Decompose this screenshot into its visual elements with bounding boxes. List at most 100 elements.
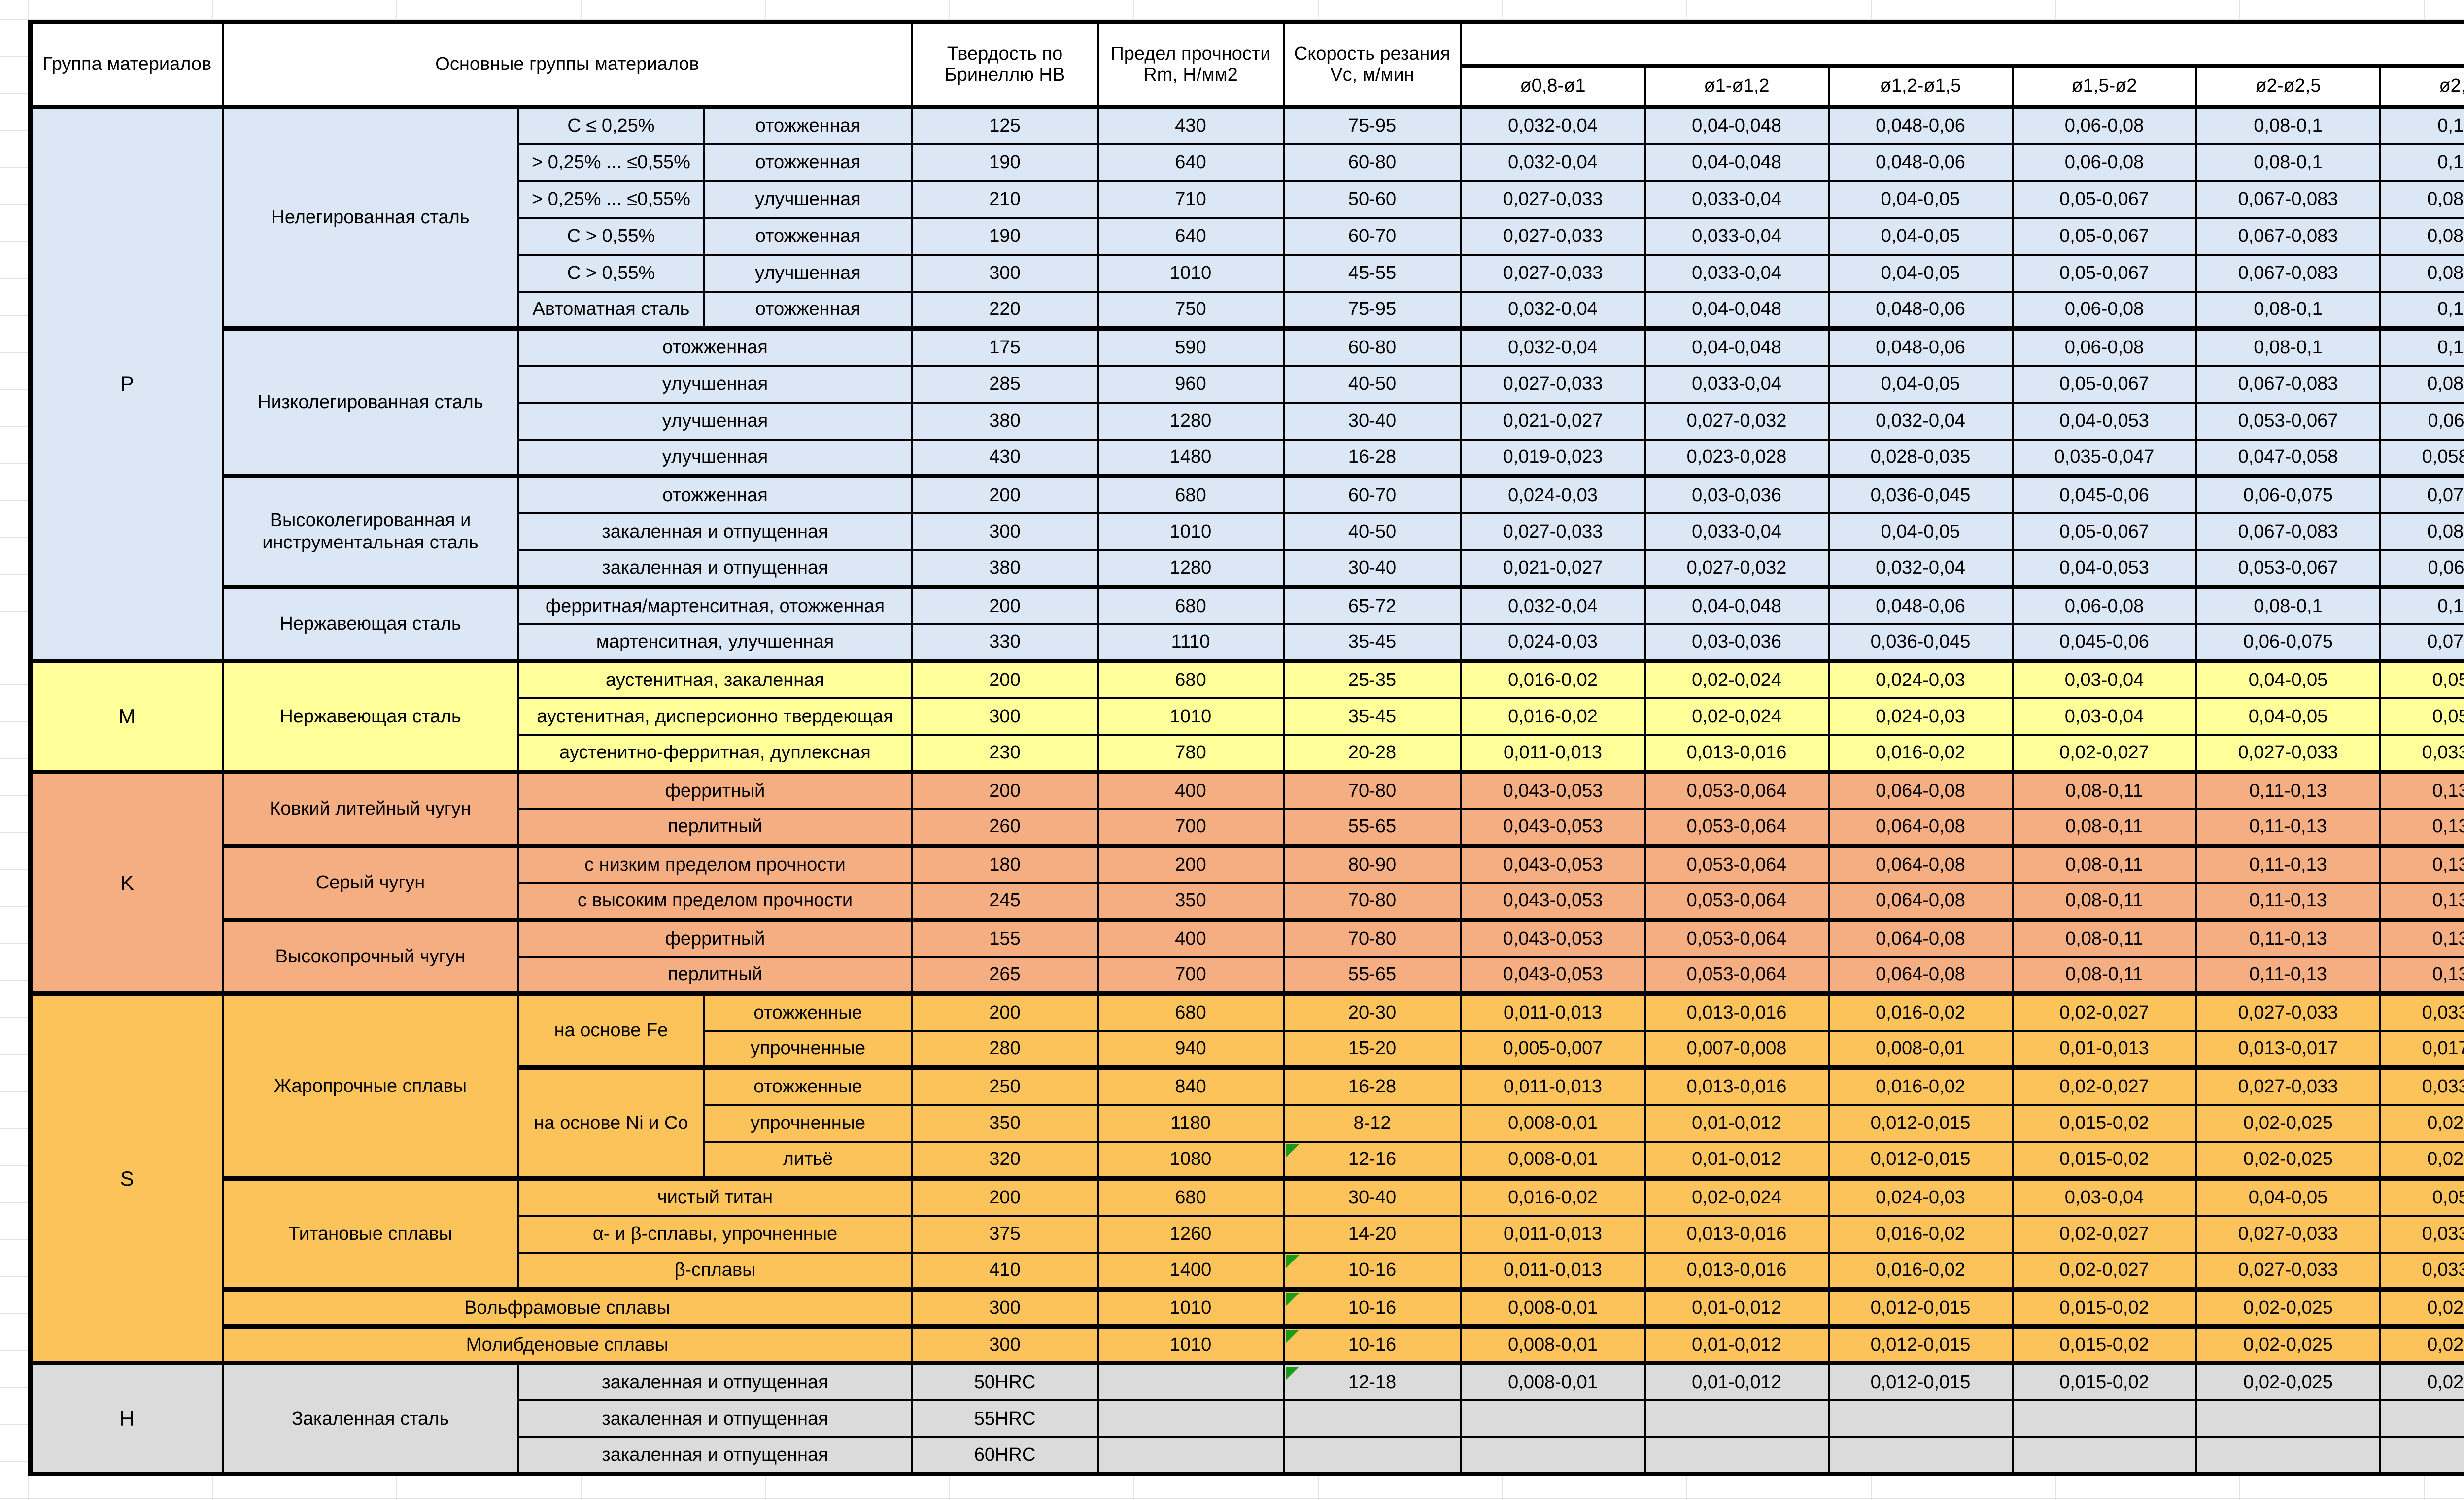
cell-feed-5[interactable]: 0,1-0,16 (2379, 290, 2464, 330)
cell-feed-2[interactable]: 0,016-0,02 (1827, 991, 2014, 1032)
cell-feed-1[interactable]: 0,02-0,024 (1643, 659, 1830, 699)
cell-material-condition[interactable]: отожженная (517, 326, 913, 367)
cell-hardness-hb[interactable]: 200 (911, 770, 1099, 810)
header-feed-title[interactable]: Подача Fn, мм/об (1460, 21, 2464, 68)
cell-strength-rm[interactable]: 940 (1096, 1029, 1285, 1069)
cell-hardness-hb[interactable]: 300 (911, 512, 1099, 551)
cell-feed-2[interactable]: 0,032-0,04 (1827, 549, 2014, 588)
cell-feed-4[interactable]: 0,02-0,025 (2195, 1287, 2381, 1328)
cell-group-letter[interactable]: H (29, 1361, 224, 1475)
cell-cutting-speed-vc[interactable]: 65-72 (1282, 585, 1462, 625)
cell-feed-3[interactable]: 0,02-0,027 (2011, 1251, 2197, 1291)
cell-strength-rm[interactable]: 680 (1096, 585, 1285, 625)
cell-feed-4[interactable]: 0,08-0,1 (2195, 326, 2381, 367)
cell-feed-1[interactable]: 0,033-0,04 (1643, 253, 1830, 293)
cell-feed-3[interactable]: 0,015-0,02 (2011, 1103, 2197, 1143)
cell-feed-2[interactable]: 0,012-0,015 (1827, 1103, 2014, 1143)
cell-material-name[interactable]: Жаропрочные сплавы (221, 991, 519, 1180)
cell-feed-5[interactable]: 0,025-0,04 (2379, 1140, 2464, 1180)
cell-feed-0[interactable]: 0,008-0,01 (1460, 1103, 1646, 1143)
cell-feed-3[interactable]: 0,015-0,02 (2011, 1361, 2197, 1401)
cell-strength-rm[interactable]: 400 (1096, 918, 1285, 958)
cell-strength-rm[interactable]: 700 (1096, 808, 1285, 847)
cell-feed-3[interactable]: 0,015-0,02 (2011, 1140, 2197, 1180)
cell-feed-0[interactable]: 0,011-0,013 (1460, 1214, 1646, 1254)
cell-material-name[interactable]: Вольфрамовые сплавы (221, 1287, 913, 1328)
cell-cutting-speed-vc[interactable]: 60-70 (1282, 474, 1462, 514)
cell-feed-3[interactable]: 0,05-0,067 (2011, 216, 2197, 256)
cell-hardness-hb[interactable]: 430 (911, 438, 1099, 477)
cell-feed-1[interactable]: 0,04-0,048 (1643, 104, 1830, 145)
cell-feed-5[interactable]: 0,05-0,08 (2379, 659, 2464, 699)
cell-feed-1[interactable]: 0,013-0,016 (1643, 1065, 1830, 1106)
cell-hardness-hb[interactable]: 200 (911, 585, 1099, 625)
header-diameter-4[interactable]: ø2-ø2,5 (2195, 64, 2381, 108)
cell-feed-3[interactable]: 0,02-0,027 (2011, 1214, 2197, 1254)
cell-cutting-speed-vc[interactable]: 10-16 (1282, 1251, 1462, 1291)
cell-feed-0[interactable]: 0,011-0,013 (1460, 1251, 1646, 1291)
cell-cutting-speed-vc[interactable]: 45-55 (1282, 253, 1462, 293)
cell-feed-1[interactable]: 0,04-0,048 (1643, 290, 1830, 330)
cell-feed-2[interactable]: 0,016-0,02 (1827, 1214, 2014, 1254)
cell-hardness-hb[interactable]: 190 (911, 142, 1099, 182)
cell-strength-rm[interactable]: 1280 (1096, 549, 1285, 588)
cell-feed-0[interactable]: 0,043-0,053 (1460, 918, 1646, 958)
cell-feed-2[interactable]: 0,064-0,08 (1827, 844, 2014, 884)
cell-feed-3[interactable]: 0,04-0,053 (2011, 549, 2197, 588)
cell-feed-2[interactable]: 0,048-0,06 (1827, 290, 2014, 330)
cell-feed-3[interactable]: 0,08-0,11 (2011, 918, 2197, 958)
cell-feed-2[interactable] (1827, 1399, 2014, 1438)
cell-feed-0[interactable]: 0,032-0,04 (1460, 104, 1646, 145)
cell-feed-1[interactable]: 0,04-0,048 (1643, 326, 1830, 367)
cell-feed-2[interactable]: 0,064-0,08 (1827, 770, 2014, 810)
cell-feed-5[interactable]: 0,13-0,21 (2379, 882, 2464, 921)
cell-feed-4[interactable]: 0,02-0,025 (2195, 1103, 2381, 1143)
cell-hardness-hb[interactable]: 300 (911, 1324, 1099, 1364)
cell-feed-0[interactable]: 0,008-0,01 (1460, 1140, 1646, 1180)
cell-feed-0[interactable]: 0,032-0,04 (1460, 142, 1646, 182)
cell-group-letter[interactable]: K (29, 770, 224, 995)
cell-feed-0[interactable]: 0,011-0,013 (1460, 734, 1646, 773)
cell-hardness-hb[interactable]: 410 (911, 1251, 1099, 1291)
cell-cutting-speed-vc[interactable]: 20-30 (1282, 991, 1462, 1032)
cell-feed-3[interactable]: 0,05-0,067 (2011, 179, 2197, 219)
cell-feed-0[interactable]: 0,021-0,027 (1460, 549, 1646, 588)
cell-feed-1[interactable]: 0,033-0,04 (1643, 512, 1830, 551)
cell-feed-4[interactable]: 0,11-0,13 (2195, 882, 2381, 921)
cell-material-subtype[interactable]: Автоматная сталь (517, 290, 705, 330)
cell-feed-3[interactable]: 0,06-0,08 (2011, 290, 2197, 330)
cell-feed-4[interactable]: 0,027-0,033 (2195, 1065, 2381, 1106)
cell-feed-1[interactable]: 0,053-0,064 (1643, 844, 1830, 884)
cell-feed-2[interactable]: 0,008-0,01 (1827, 1029, 2014, 1069)
cell-feed-2[interactable]: 0,064-0,08 (1827, 955, 2014, 995)
cell-hardness-hb[interactable]: 220 (911, 290, 1099, 330)
cell-material-name[interactable]: Молибденовые сплавы (221, 1324, 913, 1364)
cell-group-letter[interactable]: S (29, 991, 224, 1364)
cell-feed-2[interactable]: 0,024-0,03 (1827, 697, 2014, 736)
cell-feed-5[interactable]: 0,083-0,13 (2379, 364, 2464, 404)
cell-feed-4[interactable]: 0,067-0,083 (2195, 216, 2381, 256)
cell-hardness-hb[interactable]: 175 (911, 326, 1099, 367)
cell-feed-1[interactable]: 0,013-0,016 (1643, 1251, 1830, 1291)
cell-feed-2[interactable]: 0,012-0,015 (1827, 1324, 2014, 1364)
cell-feed-5[interactable]: 0,1-0,16 (2379, 104, 2464, 145)
cell-material-condition[interactable]: α- и β-сплавы, упрочненные (517, 1214, 913, 1254)
cell-feed-4[interactable]: 0,02-0,025 (2195, 1361, 2381, 1401)
cell-feed-3[interactable]: 0,02-0,027 (2011, 734, 2197, 773)
cell-feed-1[interactable]: 0,02-0,024 (1643, 697, 1830, 736)
cell-feed-0[interactable]: 0,024-0,03 (1460, 623, 1646, 662)
cell-feed-3[interactable]: 0,01-0,013 (2011, 1029, 2197, 1069)
cell-strength-rm[interactable]: 1010 (1096, 697, 1285, 736)
cell-feed-4[interactable]: 0,027-0,033 (2195, 1251, 2381, 1291)
cell-feed-4[interactable]: 0,11-0,13 (2195, 808, 2381, 847)
cell-feed-1[interactable]: 0,01-0,012 (1643, 1103, 1830, 1143)
cell-hardness-hb[interactable]: 250 (911, 1065, 1099, 1106)
cell-material-condition[interactable]: закаленная и отпущенная (517, 512, 913, 551)
cell-feed-1[interactable]: 0,033-0,04 (1643, 179, 1830, 219)
cell-feed-1[interactable]: 0,013-0,016 (1643, 734, 1830, 773)
cell-cutting-speed-vc[interactable]: 15-20 (1282, 1029, 1462, 1069)
cell-material-condition[interactable]: закаленная и отпущенная (517, 1361, 913, 1401)
cell-hardness-hb[interactable]: 155 (911, 918, 1099, 958)
cell-feed-2[interactable]: 0,016-0,02 (1827, 1065, 2014, 1106)
cell-feed-1[interactable]: 0,02-0,024 (1643, 1176, 1830, 1217)
